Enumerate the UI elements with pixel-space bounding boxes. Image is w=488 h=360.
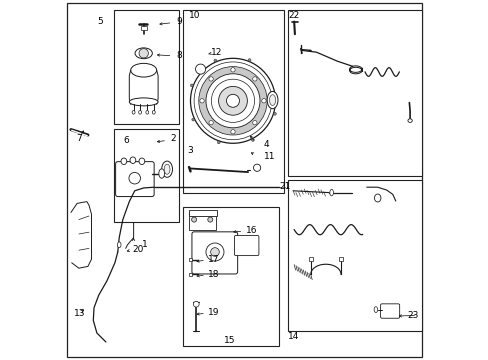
Text: 18: 18 [207,270,219,279]
Text: 7: 7 [76,134,81,143]
Bar [183,10,284,193]
Text: 10: 10 [188,11,200,20]
Text: 1: 1 [141,240,147,249]
Text: 11: 11 [264,152,275,161]
Ellipse shape [139,158,144,165]
Ellipse shape [329,189,333,196]
Circle shape [273,112,276,115]
Circle shape [194,62,271,140]
Text: 16: 16 [245,226,257,235]
Text: 17: 17 [207,255,219,264]
Text: 8: 8 [176,51,182,60]
Circle shape [247,59,250,62]
Text: 2: 2 [170,134,175,143]
Bar [189,258,192,261]
Circle shape [230,130,235,134]
Circle shape [208,77,213,81]
Circle shape [251,139,254,141]
Text: 4: 4 [264,140,269,149]
Circle shape [213,59,216,62]
Circle shape [230,68,235,72]
Text: 14: 14 [288,332,299,341]
Bar [183,207,279,346]
Circle shape [205,243,224,261]
Text: 13: 13 [74,309,85,318]
Bar [308,257,312,261]
Circle shape [199,67,266,135]
Ellipse shape [162,161,172,177]
Circle shape [210,248,219,256]
Circle shape [211,79,254,122]
FancyBboxPatch shape [192,232,237,274]
Ellipse shape [135,48,152,59]
Circle shape [191,118,194,121]
Circle shape [191,217,196,222]
Text: 12: 12 [211,48,223,57]
Bar [288,180,421,331]
Circle shape [190,58,275,143]
Circle shape [139,49,148,58]
Circle shape [200,99,204,103]
Bar [141,26,146,30]
Ellipse shape [117,242,121,248]
Circle shape [252,77,257,81]
Circle shape [217,141,220,144]
Bar [189,210,217,216]
Ellipse shape [266,91,277,109]
Circle shape [226,94,239,107]
FancyBboxPatch shape [115,162,154,197]
Ellipse shape [139,111,141,114]
Text: 23: 23 [407,311,418,320]
Text: 22: 22 [288,11,299,20]
Ellipse shape [373,307,377,312]
Text: 6: 6 [123,136,129,145]
FancyBboxPatch shape [380,304,399,318]
Bar [188,213,215,230]
Circle shape [207,217,212,222]
Bar [338,257,343,261]
Bar [114,10,179,124]
Text: 9: 9 [176,17,182,26]
Ellipse shape [407,119,411,122]
Ellipse shape [130,63,156,77]
Bar [114,129,179,222]
Text: 5: 5 [98,17,103,26]
Circle shape [205,74,260,128]
Circle shape [208,121,213,125]
Ellipse shape [132,111,135,114]
Ellipse shape [374,194,380,202]
Ellipse shape [145,111,148,114]
Ellipse shape [129,98,158,106]
Circle shape [252,121,257,125]
Bar [288,10,421,176]
Ellipse shape [164,164,170,174]
Bar [189,273,192,276]
Ellipse shape [152,111,155,114]
Text: 20: 20 [132,245,143,254]
Ellipse shape [130,157,136,163]
FancyBboxPatch shape [234,235,258,256]
Ellipse shape [159,169,164,178]
Ellipse shape [121,158,126,165]
Ellipse shape [253,164,260,171]
Circle shape [129,172,140,184]
Text: 21: 21 [279,182,290,191]
Text: 19: 19 [207,308,219,317]
Circle shape [190,84,193,87]
Text: 3: 3 [187,146,193,155]
Ellipse shape [269,95,275,105]
Circle shape [218,86,247,115]
Circle shape [195,64,205,74]
Text: 15: 15 [224,336,235,345]
Circle shape [193,301,199,307]
Circle shape [261,99,265,103]
